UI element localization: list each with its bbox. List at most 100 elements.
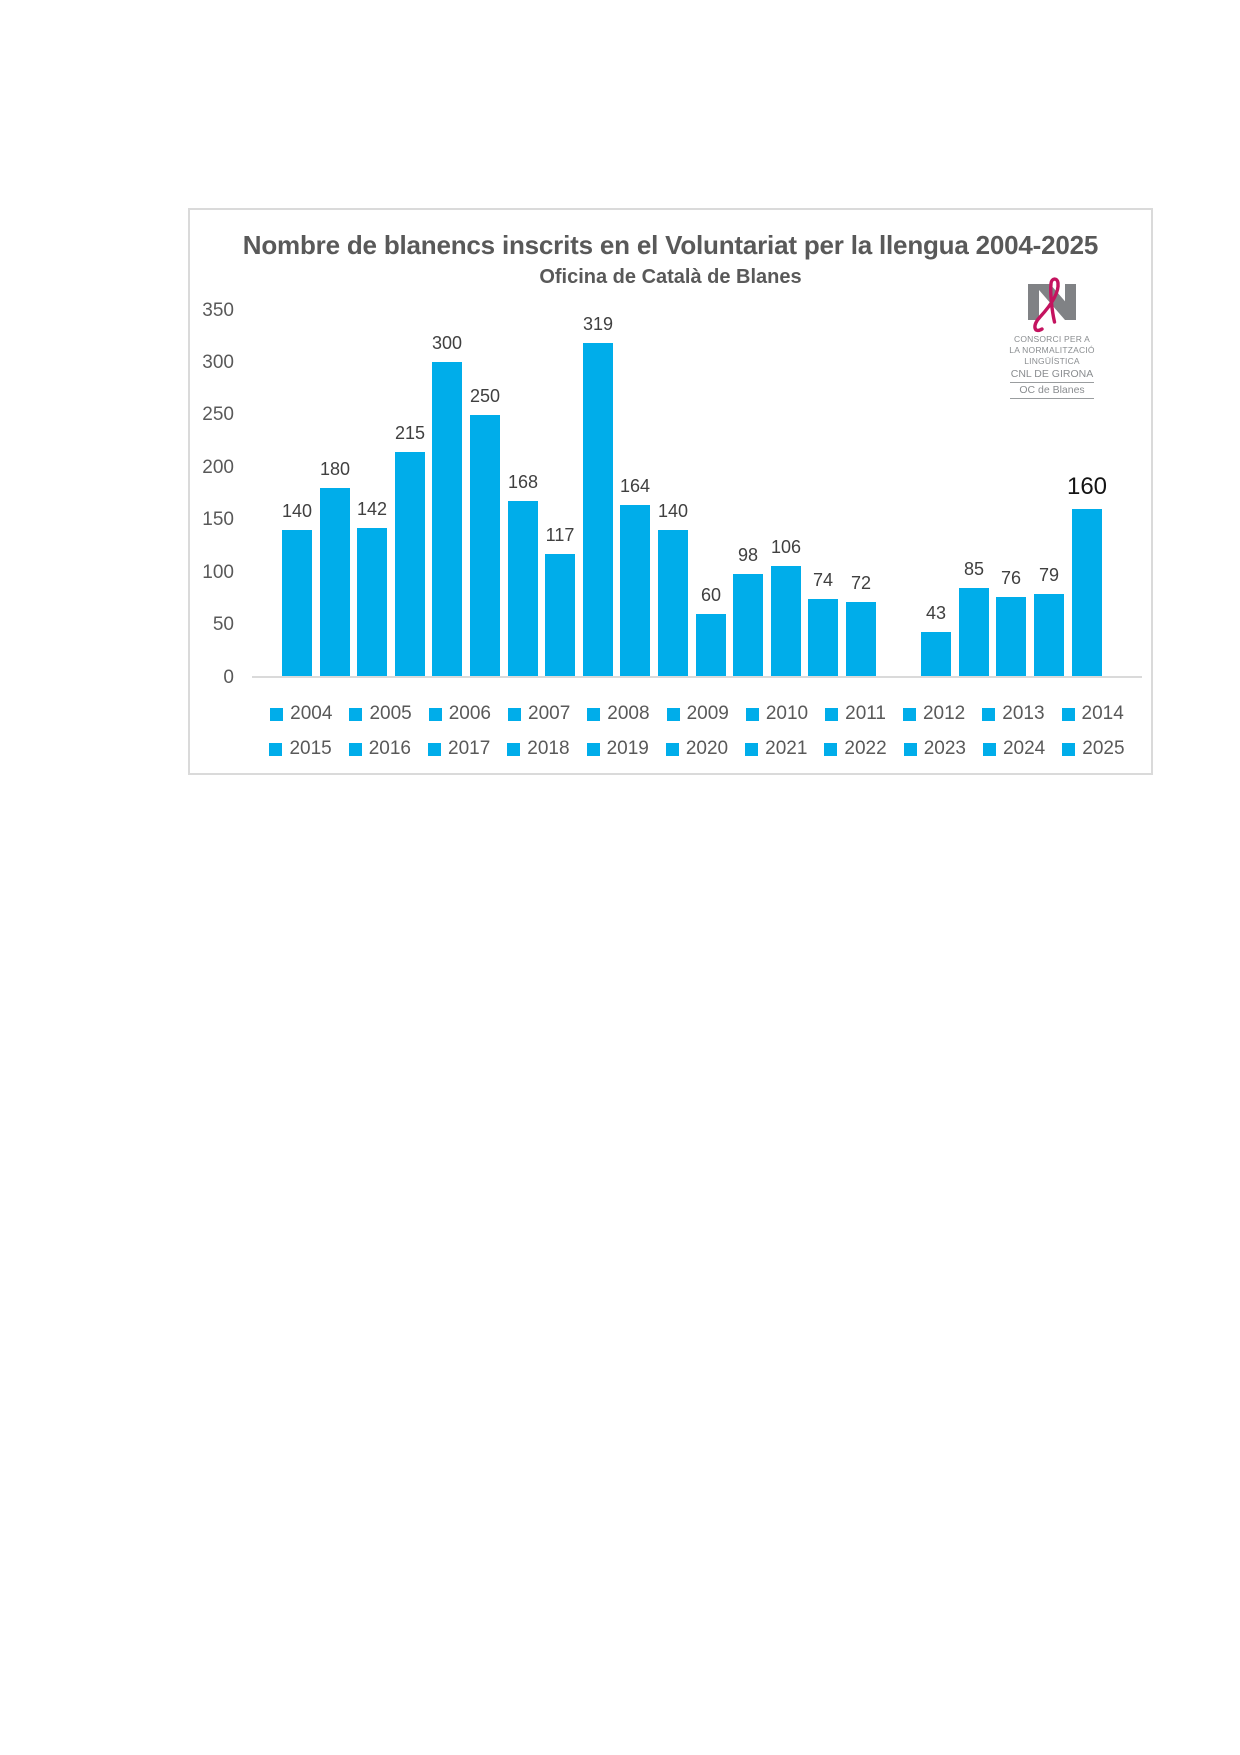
bar-value-label-2022: 85 [963,559,985,579]
legend-swatch-icon [428,707,442,721]
bar-rect-2022 [959,588,989,677]
legend-row-2: 2015 2016 2017 2018 2019 2020 2021 2022 2023 2024… [252,738,1142,760]
legend-swatch-icon [587,707,601,721]
bar-value-label-2023: 76 [1000,568,1022,588]
legend-swatch-icon [269,742,283,756]
bar-value-label-2018: 74 [812,570,834,590]
legend-item-2006: 2006 [428,703,491,725]
legend-label: 2007 [528,703,571,724]
legend-swatch-icon [507,742,521,756]
bar-rect-2010 [508,501,538,677]
legend-swatch-icon [745,707,759,721]
legend-item-2008: 2008 [587,703,650,725]
y-tick-label: 300 [202,352,234,373]
legend-label: 2019 [606,738,649,759]
legend-item-2024: 2024 [982,738,1046,760]
legend-label: 2014 [1081,703,1124,724]
cpnl-n-ribbon-icon [1028,277,1076,333]
bar-2015: 60 [696,210,726,677]
legend-label: 2018 [527,738,570,759]
bar-2024: 79 [1034,210,1064,677]
bar-rect-2018 [808,599,838,677]
logo-office-line: OC de Blanes [1010,383,1094,399]
logo-text-line: LINGÜÍSTICA [1024,356,1080,366]
y-tick-label: 250 [202,404,234,425]
legend-label: 2013 [1002,703,1045,724]
bar-rect-2023 [996,597,1026,677]
bar-2007: 215 [395,210,425,677]
legend-swatch-icon [982,742,996,756]
bar-value-label-2017: 106 [770,537,802,557]
legend-label: 2024 [1002,738,1046,759]
legend-swatch-icon [825,707,839,721]
legend-swatch-icon [586,742,600,756]
cpnl-logo: CONSORCI PER A LA NORMALITZACIÓ LINGÜÍST… [1002,274,1102,399]
legend-swatch-icon [666,707,680,721]
bar-rect-2011 [545,554,575,677]
y-tick-label: 200 [202,457,234,478]
legend-swatch-icon [1062,742,1076,756]
bar-rect-2014 [658,530,688,677]
chart-title: Nombre de blanencs inscrits en el Volunt… [242,230,1099,260]
legend-item-2010: 2010 [745,703,809,725]
bar-value-label-2025: 160 [1066,473,1108,500]
legend-swatch-icon [824,742,838,756]
legend-item-2011: 2011 [825,703,886,725]
bar-value-label-2004: 140 [281,501,313,521]
y-tick-label: 150 [202,509,234,530]
legend-label: 2005 [369,703,412,724]
legend-item-2019: 2019 [586,738,649,760]
bar-2016: 98 [733,210,763,677]
bar-2022: 85 [959,210,989,677]
bar-2025: 160 [1067,210,1107,677]
legend-swatch-icon [1061,707,1075,721]
bar-value-label-2016: 98 [737,545,759,565]
legend-swatch-icon [508,707,521,721]
legend-label: 2016 [368,738,412,759]
legend-swatch-icon [270,707,284,721]
legend-swatch-icon [348,742,362,756]
bar-2004: 140 [282,210,312,677]
bar-2021: 43 [921,210,951,677]
bar-value-label-2019: 72 [850,573,872,593]
bar-value-label-2013: 164 [619,476,651,496]
legend-item-2022: 2022 [824,738,887,760]
bar-value-label-2010: 168 [507,472,539,492]
bar-2005: 180 [320,210,350,677]
bar-rect-2012 [583,343,613,677]
bar-rect-2013 [620,505,650,677]
y-tick-label: 50 [212,614,234,635]
bar-2014: 140 [658,210,688,677]
logo-text-line: CONSORCI PER A [1013,334,1090,344]
legend-item-2018: 2018 [507,738,570,760]
bar-rect-2025 [1072,509,1102,677]
legend-row-1: 2004 2005 2006 2007 2008 2009 2010 2011 2012 2013… [252,703,1142,725]
legend-swatch-icon [982,707,996,721]
legend-item-2012: 2012 [902,703,965,725]
legend-swatch-icon [665,742,679,756]
x-axis-line [252,676,1142,678]
bar-value-label-2009: 250 [469,386,501,406]
legend-item-2013: 2013 [982,703,1045,725]
legend-item-2021: 2021 [745,738,807,760]
bar-rect-2004 [282,530,312,677]
logo-org-line: CNL DE GIRONA [1010,368,1094,383]
legend-item-2023: 2023 [903,738,966,760]
bar-value-label-2008: 300 [431,333,463,353]
legend-item-2004: 2004 [270,703,332,725]
legend-item-2014: 2014 [1061,703,1124,725]
legend-label: 2010 [765,703,809,724]
bar-2019: 72 [846,210,876,677]
legend-item-2025: 2025 [1062,738,1125,760]
bar-2023: 76 [996,210,1026,677]
bar-value-label-2024: 79 [1038,565,1060,585]
legend-item-2015: 2015 [269,738,332,760]
bar-rect-2024 [1034,594,1064,677]
bar-rect-2009 [470,415,500,677]
legend-label: 2022 [844,738,887,759]
bar-rect-2007 [395,452,425,677]
legend-label: 2008 [607,703,650,724]
bar-rect-2005 [320,488,350,677]
bar-rect-2021 [921,632,951,677]
chart: Nombre de blanencs inscrits en el Volunt… [188,208,1153,775]
